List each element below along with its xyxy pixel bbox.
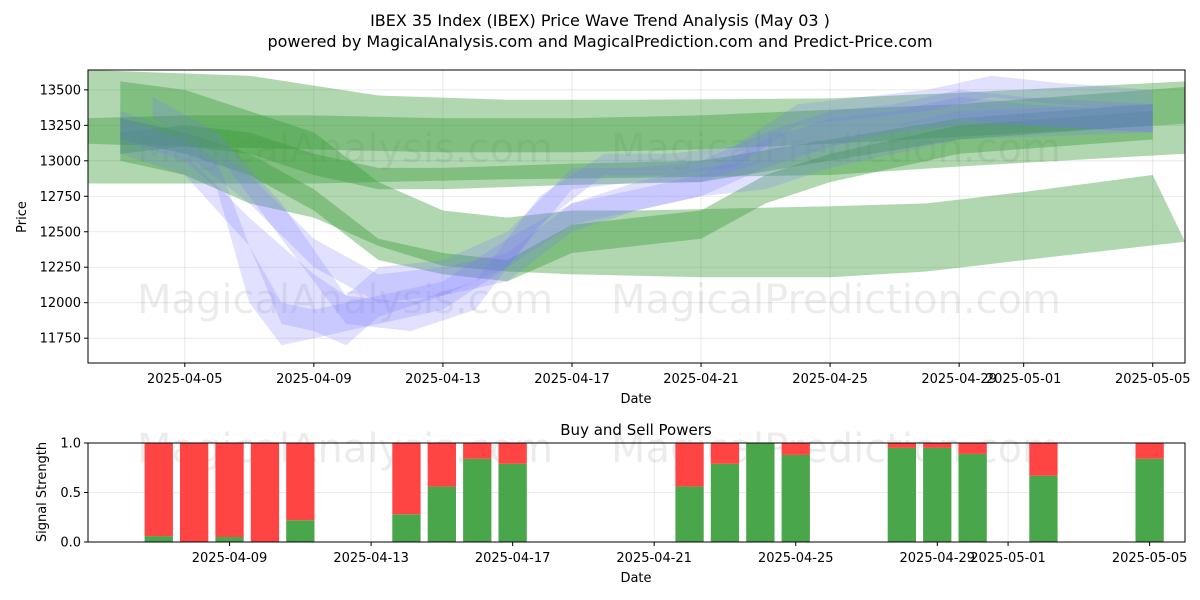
buy-bar: [923, 447, 952, 542]
chart-title: IBEX 35 Index (IBEX) Price Wave Trend An…: [370, 11, 830, 30]
sell-bar: [710, 443, 740, 464]
sell-bar: [463, 443, 492, 459]
blue-band-2: [152, 75, 1153, 332]
signal-y-tick-label: 0.0: [60, 536, 81, 551]
price-x-tick-label: 2025-05-01: [986, 372, 1062, 387]
sell-bar: [427, 443, 456, 487]
buy-bar: [887, 447, 916, 542]
blue-band-3: [120, 104, 1153, 303]
price-x-tick-label: 2025-04-09: [276, 372, 352, 387]
sell-bar: [215, 443, 244, 537]
price-plot-frame: [87, 69, 1186, 364]
buy-bar: [463, 458, 492, 542]
sell-bar: [1135, 443, 1164, 459]
green-band-2: [120, 81, 1185, 278]
buy-bar: [958, 453, 987, 542]
green-band-3: [120, 111, 1153, 282]
green-band-4: [120, 104, 1153, 190]
buy-bar: [427, 486, 456, 542]
sell-bar: [887, 443, 916, 448]
price-y-tick-label: 12500: [40, 225, 81, 240]
price-watermark-left-2: MagicalAnalysis.com: [137, 277, 553, 323]
buy-bar: [215, 537, 244, 542]
price-x-tick-label: 2025-04-21: [663, 372, 739, 387]
signal-x-tick-label: 2025-05-01: [970, 551, 1046, 566]
sell-bar: [675, 443, 704, 487]
green-band-0: [88, 70, 1185, 184]
buy-bar: [746, 443, 775, 542]
price-x-tick-label: 2025-04-13: [405, 372, 481, 387]
price-grid: [88, 70, 1185, 363]
signal-y-ticks: 0.0 0.5 1.0: [60, 437, 88, 551]
signal-x-tick-label: 2025-04-25: [758, 551, 834, 566]
buy-bar: [781, 454, 810, 542]
signal-y-tick-label: 1.0: [60, 437, 81, 452]
signal-y-axis-label: Signal Strength: [35, 442, 50, 542]
signal-x-tick-label: 2025-04-13: [333, 551, 409, 566]
green-band-1: [88, 87, 1185, 153]
price-x-tick-label: 2025-04-17: [534, 372, 610, 387]
green-wave-bands: [88, 70, 1185, 282]
price-chart: MagicalAnalysis.com MagicalPrediction.co…: [15, 69, 1191, 407]
buy-bar: [286, 520, 315, 542]
signal-x-tick-label: 2025-05-05: [1112, 551, 1188, 566]
price-y-tick-label: 11750: [40, 332, 81, 347]
signal-chart: Buy and Sell Powers MagicalAnalysis.com …: [35, 421, 1187, 586]
signal-x-tick-label: 2025-04-29: [900, 551, 976, 566]
sell-bar: [781, 443, 810, 455]
buy-bar: [710, 463, 740, 542]
buy-bar: [1029, 475, 1058, 542]
price-y-tick-label: 12250: [40, 261, 81, 276]
price-x-tick-label: 2025-04-25: [792, 372, 868, 387]
price-x-tick-label: 2025-04-29: [921, 372, 997, 387]
price-y-tick-label: 13000: [40, 154, 81, 169]
blue-band-1: [120, 97, 1153, 346]
sell-bar: [958, 443, 987, 454]
signal-x-tick-label: 2025-04-09: [192, 551, 268, 566]
price-y-tick-label: 12750: [40, 190, 81, 205]
buy-bar: [675, 486, 704, 542]
signal-x-ticks: 2025-04-09 2025-04-13 2025-04-17 2025-04-21…: [192, 542, 1188, 566]
buy-bar: [1135, 458, 1164, 542]
price-x-tick-label: 2025-04-05: [147, 372, 223, 387]
signal-x-axis-label: Date: [620, 571, 651, 586]
signal-x-tick-label: 2025-04-17: [475, 551, 551, 566]
buy-bar: [144, 536, 173, 542]
price-y-tick-label: 13250: [40, 119, 81, 134]
signal-bars: [144, 443, 1164, 542]
price-plot-area: [88, 70, 1185, 363]
sell-bar: [250, 443, 280, 542]
price-watermark-left: MagicalAnalysis.com: [137, 126, 553, 172]
price-watermark-right: MagicalPrediction.com: [611, 126, 1061, 172]
sell-bar: [180, 443, 209, 542]
buy-bar: [498, 463, 527, 542]
price-y-tick-label: 12000: [40, 296, 81, 311]
signal-y-tick-label: 0.5: [60, 486, 81, 501]
signal-x-tick-label: 2025-04-21: [616, 551, 692, 566]
blue-wave-bands: [120, 75, 1153, 346]
price-x-axis-label: Date: [620, 392, 651, 407]
price-x-tick-label: 2025-05-05: [1115, 372, 1191, 387]
sell-bar: [392, 443, 421, 515]
sell-bar: [498, 443, 527, 464]
sell-bar: [923, 443, 952, 448]
sell-bar: [144, 443, 173, 537]
price-y-tick-label: 13500: [40, 83, 81, 98]
price-y-ticks: 11750 12000 12250 12500 12750 13000 13250 13500: [40, 83, 88, 347]
price-watermark-right-2: MagicalPrediction.com: [611, 277, 1061, 323]
sell-bar: [1029, 443, 1058, 476]
chart-subtitle: powered by MagicalAnalysis.com and Magic…: [267, 32, 932, 51]
price-x-ticks: 2025-04-05 2025-04-09 2025-04-13 2025-04-17…: [147, 363, 1191, 387]
blue-band-0: [120, 89, 1153, 346]
price-y-axis-label: Price: [15, 201, 30, 233]
buy-bar: [392, 514, 421, 542]
sell-bar: [286, 443, 315, 521]
signal-chart-title: Buy and Sell Powers: [560, 421, 712, 439]
